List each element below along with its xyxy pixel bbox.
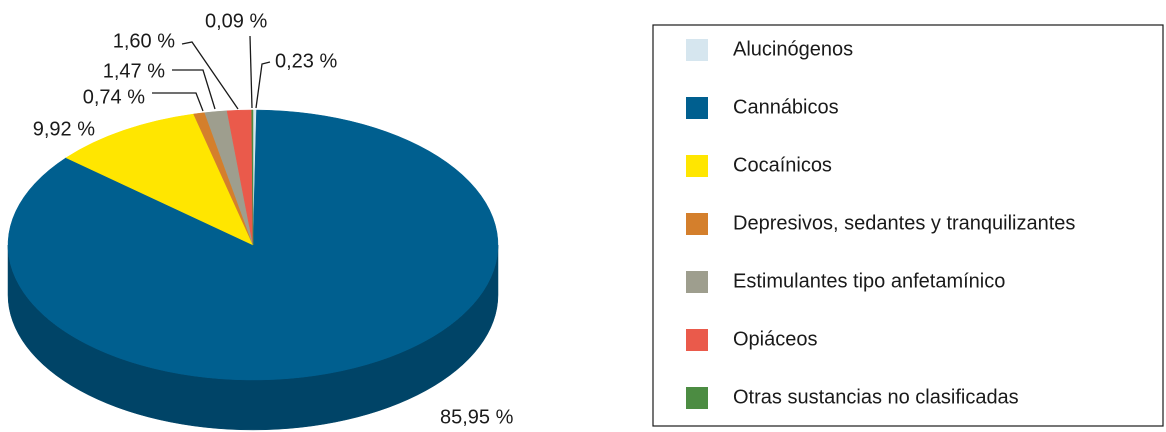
legend-label: Estimulantes tipo anfetamínico	[733, 270, 1005, 292]
legend-swatch	[686, 213, 708, 235]
legend-swatch	[686, 39, 708, 61]
legend-swatch	[686, 329, 708, 351]
data-label: 0,23 %	[275, 50, 337, 72]
pie-slice	[65, 113, 254, 246]
legend-label: Depresivos, sedantes y tranquilizantes	[733, 212, 1075, 234]
legend-label: Cocaínicos	[733, 154, 832, 176]
data-label: 0,74 %	[83, 86, 145, 108]
legend-box	[652, 24, 1164, 427]
leader-line	[172, 69, 216, 110]
legend-swatch	[686, 97, 708, 119]
leader-line	[152, 92, 204, 112]
data-label: 1,60 %	[113, 30, 175, 52]
legend-label: Cannábicos	[733, 96, 839, 118]
legend-swatch	[686, 155, 708, 177]
leader-line	[249, 35, 253, 109]
leader-line	[181, 41, 239, 110]
leader-line	[255, 61, 271, 109]
legend-swatch	[686, 271, 708, 293]
legend-swatch	[686, 387, 708, 409]
legend-label: Alucinógenos	[733, 38, 853, 60]
legend-label: Opiáceos	[733, 328, 818, 350]
pie-slice	[251, 109, 254, 246]
data-label: 0,09 %	[205, 10, 267, 32]
data-label: 85,95 %	[440, 406, 514, 428]
data-label: 9,92 %	[33, 118, 95, 140]
legend-label: Otras sustancias no clasificadas	[733, 386, 1019, 408]
data-label: 1,47 %	[103, 60, 165, 82]
